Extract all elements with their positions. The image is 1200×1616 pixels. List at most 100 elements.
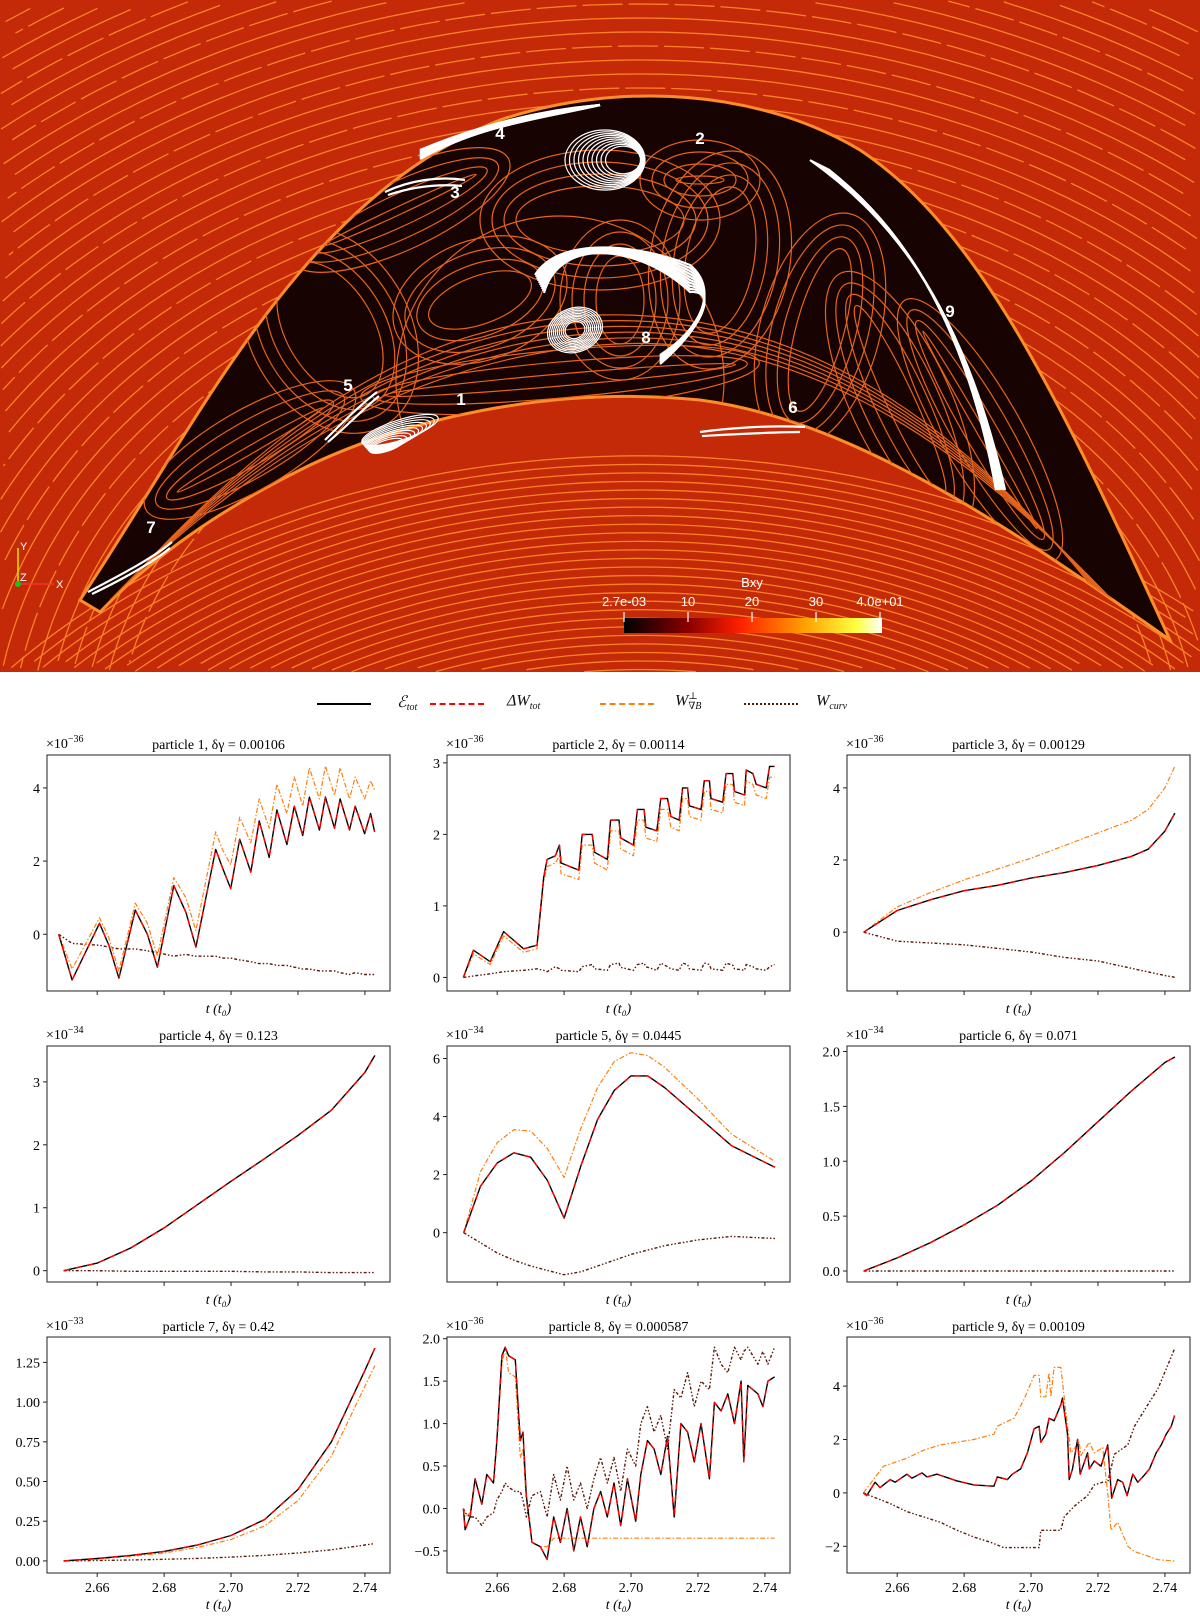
particle-label-6: 6	[788, 398, 797, 417]
particle-trajectory	[368, 437, 404, 454]
x-tick-label: 2.74	[353, 1581, 378, 1596]
x-axis-label: t (t₀)	[206, 1002, 232, 1017]
legend-line-2	[430, 703, 484, 705]
chart-particle-3: 0 2 4 t (t₀) particle 3, δγ = 0.00129 ×10−36	[833, 734, 1191, 1017]
chart-particle-8: 2.66 2.68 2.70 2.72 2.74 −0.5 0.0 0.5 1.0 1.5 2.0 t…	[415, 1316, 791, 1613]
field-line	[178, 540, 1102, 667]
particle-trajectory	[362, 416, 435, 448]
y-offset-exponent: ×10−34	[46, 1025, 84, 1043]
colorbar-tick-label: 20	[745, 594, 759, 609]
field-line	[134, 523, 1146, 672]
x-tick-label: 2.72	[686, 1581, 711, 1596]
x-tick-label: 2.68	[152, 1581, 177, 1596]
particle-trajectory	[547, 306, 603, 354]
plot-frame	[846, 1045, 1191, 1283]
y-tick-label: 4	[433, 1111, 440, 1126]
field-line	[331, 609, 949, 671]
x-tick-label: 2.72	[286, 1581, 311, 1596]
energy-tot-line	[63, 1055, 376, 1272]
w-curv-line	[863, 931, 1176, 978]
field-line	[435, 643, 845, 672]
particle-trajectory	[91, 547, 171, 595]
field-line	[8, 45, 1184, 256]
field-line	[7, 3, 1196, 199]
plot-frame	[46, 1336, 391, 1574]
colorbar-tick-label: 10	[681, 594, 695, 609]
field-line	[104, 506, 1176, 670]
y-tick-label: 2	[833, 1434, 840, 1449]
particle-trajectory	[324, 391, 378, 441]
y-offset-exponent: ×10−36	[46, 734, 84, 752]
y-tick-label: 2.0	[823, 1045, 841, 1060]
x-tick-label: 2.70	[219, 1581, 244, 1596]
field-line	[4, 59, 1192, 279]
y-offset-exponent: ×10−36	[846, 734, 884, 752]
chart-particle-1: 0 2 4 t (t₀) particle 1, δγ = 0.00106 ×10−36	[33, 734, 391, 1017]
island-field-line	[559, 219, 681, 381]
y-tick-label: 0.75	[16, 1436, 41, 1451]
island-field-line	[914, 319, 1046, 541]
energy-tot-line	[58, 796, 376, 981]
particle-label-7: 7	[146, 518, 155, 537]
field-line	[207, 557, 1073, 671]
chart-title: particle 7, δγ = 0.42	[163, 1320, 275, 1335]
delta-w-tot-line	[63, 1347, 376, 1562]
y-offset-exponent: ×10−36	[846, 1316, 884, 1334]
legend-line-3	[600, 703, 654, 705]
island-field-line	[154, 390, 346, 510]
particle-labels: 1 2 3 4 5 6 7 8 9	[146, 124, 954, 537]
particle-trajectory	[564, 320, 586, 340]
field-line	[584, 668, 696, 672]
legend-line-1	[317, 703, 371, 705]
y-tick-label: 1.5	[823, 1100, 841, 1115]
plot-frame	[46, 1045, 391, 1283]
field-line	[15, 7, 65, 34]
particle-trajectory	[363, 421, 428, 449]
field-line	[73, 489, 1192, 669]
w-gradb-line	[63, 1365, 376, 1562]
delta-w-tot-line	[863, 1056, 1176, 1272]
particle-trajectory	[548, 308, 602, 352]
island-field-line	[675, 175, 725, 185]
field-line	[14, 2, 1186, 176]
x-axis-label: t (t₀)	[1006, 1293, 1032, 1308]
particle-trajectory	[699, 425, 806, 434]
particle-label-5: 5	[343, 376, 352, 395]
chart-title: particle 5, δγ = 0.0445	[556, 1029, 682, 1044]
island-field-line	[133, 320, 1117, 615]
field-line	[42, 472, 1194, 668]
particle-trajectory	[384, 177, 466, 193]
field-line	[228, 566, 1052, 670]
chart-title: particle 9, δγ = 0.00109	[952, 1320, 1085, 1335]
plot-frame	[46, 754, 391, 992]
energy-tot-line	[863, 1056, 1176, 1272]
particle-label-2: 2	[695, 129, 704, 148]
delta-w-tot-line	[863, 812, 1176, 933]
particle-trajectory	[364, 424, 424, 450]
colorbar-title: Bxy	[741, 575, 763, 590]
field-line	[13, 31, 1195, 233]
axis-y-label: Y	[20, 541, 28, 553]
field-line	[126, 514, 1154, 666]
legend: ℰ tot ΔW tot W ⊥ ∇B W curv	[0, 690, 1200, 718]
field-line	[250, 574, 1030, 669]
w-curv-line	[863, 1348, 1176, 1549]
y-tick-label: 0.50	[16, 1476, 41, 1491]
plot-frame	[446, 754, 791, 992]
particle-trajectory	[558, 316, 592, 344]
x-tick-label: 2.66	[885, 1581, 910, 1596]
y-tick-label: 2	[33, 855, 40, 870]
particle-trajectory	[419, 103, 601, 160]
island-field-line	[583, 243, 657, 357]
energy-tot-line	[463, 1075, 776, 1233]
particle-trajectory	[554, 312, 596, 348]
particle-label-1: 1	[456, 390, 465, 409]
colorbar: Bxy 2.7e-03 10 20 30 4.0e+01	[602, 575, 904, 633]
particle-trajectory	[362, 419, 431, 448]
w-gradb-line	[863, 1056, 1176, 1272]
y-tick-label: 0.25	[16, 1515, 41, 1530]
field-line	[417, 634, 863, 669]
y-tick-label: 2	[33, 1139, 40, 1154]
x-axis-label: t (t₀)	[606, 1002, 632, 1017]
energy-tot-line	[863, 812, 1176, 933]
